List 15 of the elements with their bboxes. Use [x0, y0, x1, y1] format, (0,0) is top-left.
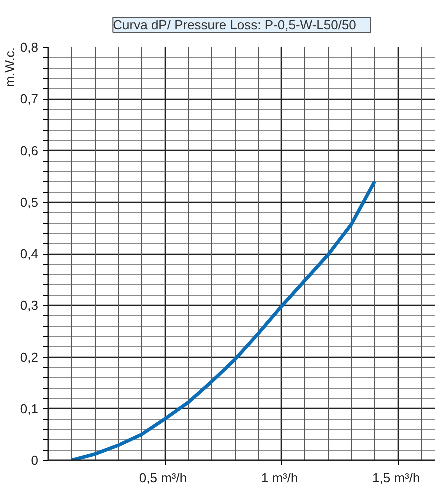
- y-tick-label: 0,5: [20, 194, 39, 210]
- y-tick-label: 0,7: [20, 92, 39, 107]
- y-tick-label: 0,4: [20, 246, 39, 262]
- y-tick-label: 0,6: [20, 143, 39, 158]
- x-tick-label: 0,5 m³/h: [139, 470, 188, 486]
- y-tick-label: 0,3: [20, 298, 39, 314]
- y-tick-label: 0,1: [20, 401, 39, 416]
- y-tick-label: 0: [31, 453, 39, 468]
- y-tick-label: 0,2: [20, 350, 39, 365]
- line-series: [70, 180, 377, 460]
- x-tick-label: 1 m³/h: [261, 470, 298, 486]
- chart-title: Curva dP/ Pressure Loss: P-0,5-W-L50/50: [113, 18, 356, 32]
- x-tick-label: 1,5 m³/h: [372, 470, 420, 486]
- y-axis-title: m.W.c.: [2, 48, 18, 88]
- y-tick-label: 0,8: [20, 40, 39, 55]
